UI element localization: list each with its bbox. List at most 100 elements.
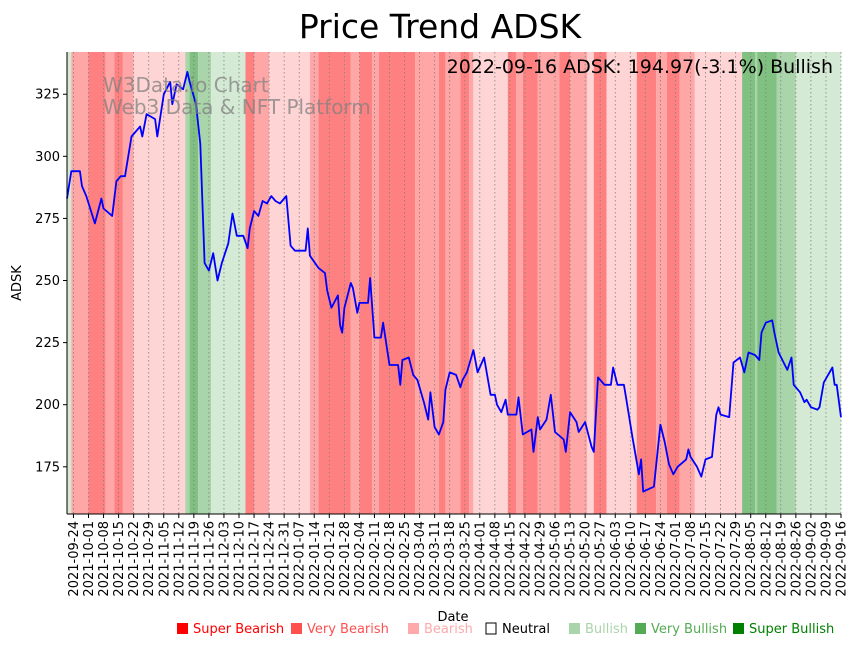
x-tick-label: 2022-06-24 (654, 521, 669, 597)
legend-label: Bullish (585, 622, 628, 637)
x-tick-label: 2022-07-01 (669, 521, 684, 597)
sentiment-band (636, 52, 657, 514)
sentiment-band (438, 52, 446, 514)
sentiment-band (122, 52, 134, 514)
x-tick-label: 2021-10-08 (97, 521, 112, 597)
legend-swatch (569, 623, 580, 634)
x-tick-label: 2022-06-17 (639, 521, 654, 597)
x-tick-label: 2022-06-03 (609, 521, 624, 597)
sentiment-band (755, 52, 758, 514)
chart-annotation: 2022-09-16 ADSK: 194.97(-3.1%) Bullish (447, 56, 833, 78)
x-tick-label: 2022-08-12 (759, 521, 774, 597)
x-tick-label: 2022-08-05 (744, 521, 759, 597)
x-tick-label: 2022-02-25 (398, 521, 413, 597)
x-tick-label: 2022-03-04 (413, 521, 428, 597)
sentiment-band (537, 52, 560, 514)
sentiment-band (469, 52, 474, 514)
sentiment-band (211, 52, 246, 514)
sentiment-band (445, 52, 461, 514)
legend-label: Very Bullish (651, 622, 727, 637)
x-tick-label: 2022-01-14 (308, 521, 323, 597)
sentiment-band (587, 52, 594, 514)
x-tick-label: 2022-09-02 (804, 521, 819, 597)
x-tick-label: 2022-04-08 (488, 521, 503, 597)
x-tick-label: 2022-04-15 (503, 521, 518, 597)
sentiment-band (372, 52, 379, 514)
price-line-group (66, 71, 842, 493)
sentiment-band (318, 52, 351, 514)
y-tick-label: 300 (35, 150, 60, 165)
x-tick-label: 2021-09-24 (67, 521, 82, 597)
chart-title: Price Trend ADSK (299, 7, 583, 46)
y-tick-label: 275 (35, 212, 60, 227)
x-tick-label: 2021-12-31 (278, 521, 293, 597)
x-tick-label: 2022-07-15 (699, 521, 714, 597)
y-axis-label: ADSK (10, 265, 25, 301)
x-tick-label: 2021-11-05 (157, 521, 172, 597)
x-tick-label: 2022-08-26 (789, 521, 804, 597)
sentiment-band (679, 52, 695, 514)
x-tick-label: 2021-11-12 (172, 521, 187, 597)
x-tick-label: 2022-04-22 (518, 521, 533, 597)
x-tick-label: 2021-10-01 (82, 521, 97, 597)
legend-label: Super Bearish (193, 622, 284, 637)
sentiment-band (359, 52, 373, 514)
x-tick-label: 2022-01-28 (338, 521, 353, 597)
sentiment-band (666, 52, 680, 514)
x-tick-label: 2021-10-15 (112, 521, 127, 597)
y-tick-label: 325 (35, 88, 60, 103)
legend-label: Super Bullish (749, 622, 834, 637)
sentiment-band (269, 52, 310, 514)
price-line (66, 71, 842, 493)
x-tick-label: 2022-02-04 (353, 521, 368, 597)
sentiment-band (105, 52, 115, 514)
y-tick-label: 200 (35, 398, 60, 413)
sentiment-band (606, 52, 637, 514)
x-tick-label: 2022-01-21 (323, 521, 338, 597)
watermark-line-1: W3Data.io Chart (103, 73, 269, 97)
sentiment-band (309, 52, 319, 514)
legend-label: Neutral (502, 622, 550, 637)
sentiment-band (415, 52, 439, 514)
x-tick-label: 2022-07-22 (714, 521, 729, 597)
sentiment-bands (67, 52, 841, 514)
x-tick-label: 2022-07-29 (729, 521, 744, 597)
x-tick-label: 2022-05-06 (549, 521, 564, 597)
x-tick-label: 2022-07-08 (684, 521, 699, 597)
sentiment-band (114, 52, 123, 514)
x-tick-label: 2022-03-11 (428, 521, 443, 597)
legend-swatch-neutral (485, 622, 497, 635)
legend: Super Bearish Very Bearish Bearish Neutral B… (177, 622, 834, 637)
sentiment-band (656, 52, 667, 514)
x-axis-label: Date (437, 610, 468, 625)
x-tick-label: 2022-02-18 (383, 521, 398, 597)
sentiment-band (189, 52, 199, 514)
x-tick-label: 2022-05-20 (579, 521, 594, 597)
sentiment-band (507, 52, 517, 514)
x-tick-label: 2022-02-11 (368, 521, 383, 597)
y-tick-label: 175 (35, 460, 60, 475)
x-tick-label: 2022-01-07 (293, 521, 308, 597)
sentiment-band (378, 52, 416, 514)
watermark-line-2: Web3 Data & NFT Platform (103, 95, 371, 119)
sentiment-band (694, 52, 743, 514)
x-tick-label: 2021-12-10 (233, 521, 248, 597)
sentiment-band (757, 52, 777, 514)
sentiment-band (88, 52, 106, 514)
legend-swatch (291, 623, 302, 634)
sentiment-band (460, 52, 470, 514)
legend-swatch (635, 623, 646, 634)
x-gridlines (73, 52, 842, 514)
x-tick-label: 2021-10-22 (127, 521, 142, 597)
x-tick-label: 2022-05-27 (594, 521, 609, 597)
y-tick-label: 250 (35, 274, 60, 289)
sentiment-band (254, 52, 270, 514)
x-tick-label: 2022-03-25 (458, 521, 473, 597)
sentiment-band (559, 52, 571, 514)
sentiment-band (67, 52, 72, 514)
x-tick-label: 2022-04-29 (534, 521, 549, 597)
sentiment-band (71, 52, 89, 514)
legend-label: Bearish (424, 622, 473, 637)
sentiment-band (776, 52, 796, 514)
